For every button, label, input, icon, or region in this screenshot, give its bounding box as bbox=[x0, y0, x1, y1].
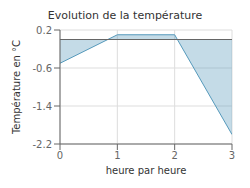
svg-text:3: 3 bbox=[229, 150, 235, 161]
html-text:Evolution de la température: Evolution de la température bbox=[47, 9, 203, 22]
svg-text:-2.2: -2.2 bbox=[32, 139, 52, 150]
svg-text:2: 2 bbox=[171, 150, 177, 161]
svg-text:-1.4: -1.4 bbox=[32, 101, 52, 112]
svg-text:0: 0 bbox=[57, 150, 63, 161]
svg-text:heure par heure: heure par heure bbox=[106, 165, 187, 176]
svg-text:1: 1 bbox=[114, 150, 120, 161]
svg-text:0.2: 0.2 bbox=[36, 25, 52, 36]
svg-text:-0.6: -0.6 bbox=[32, 63, 52, 74]
svg-text:Température en °C: Température en °C bbox=[11, 40, 22, 135]
